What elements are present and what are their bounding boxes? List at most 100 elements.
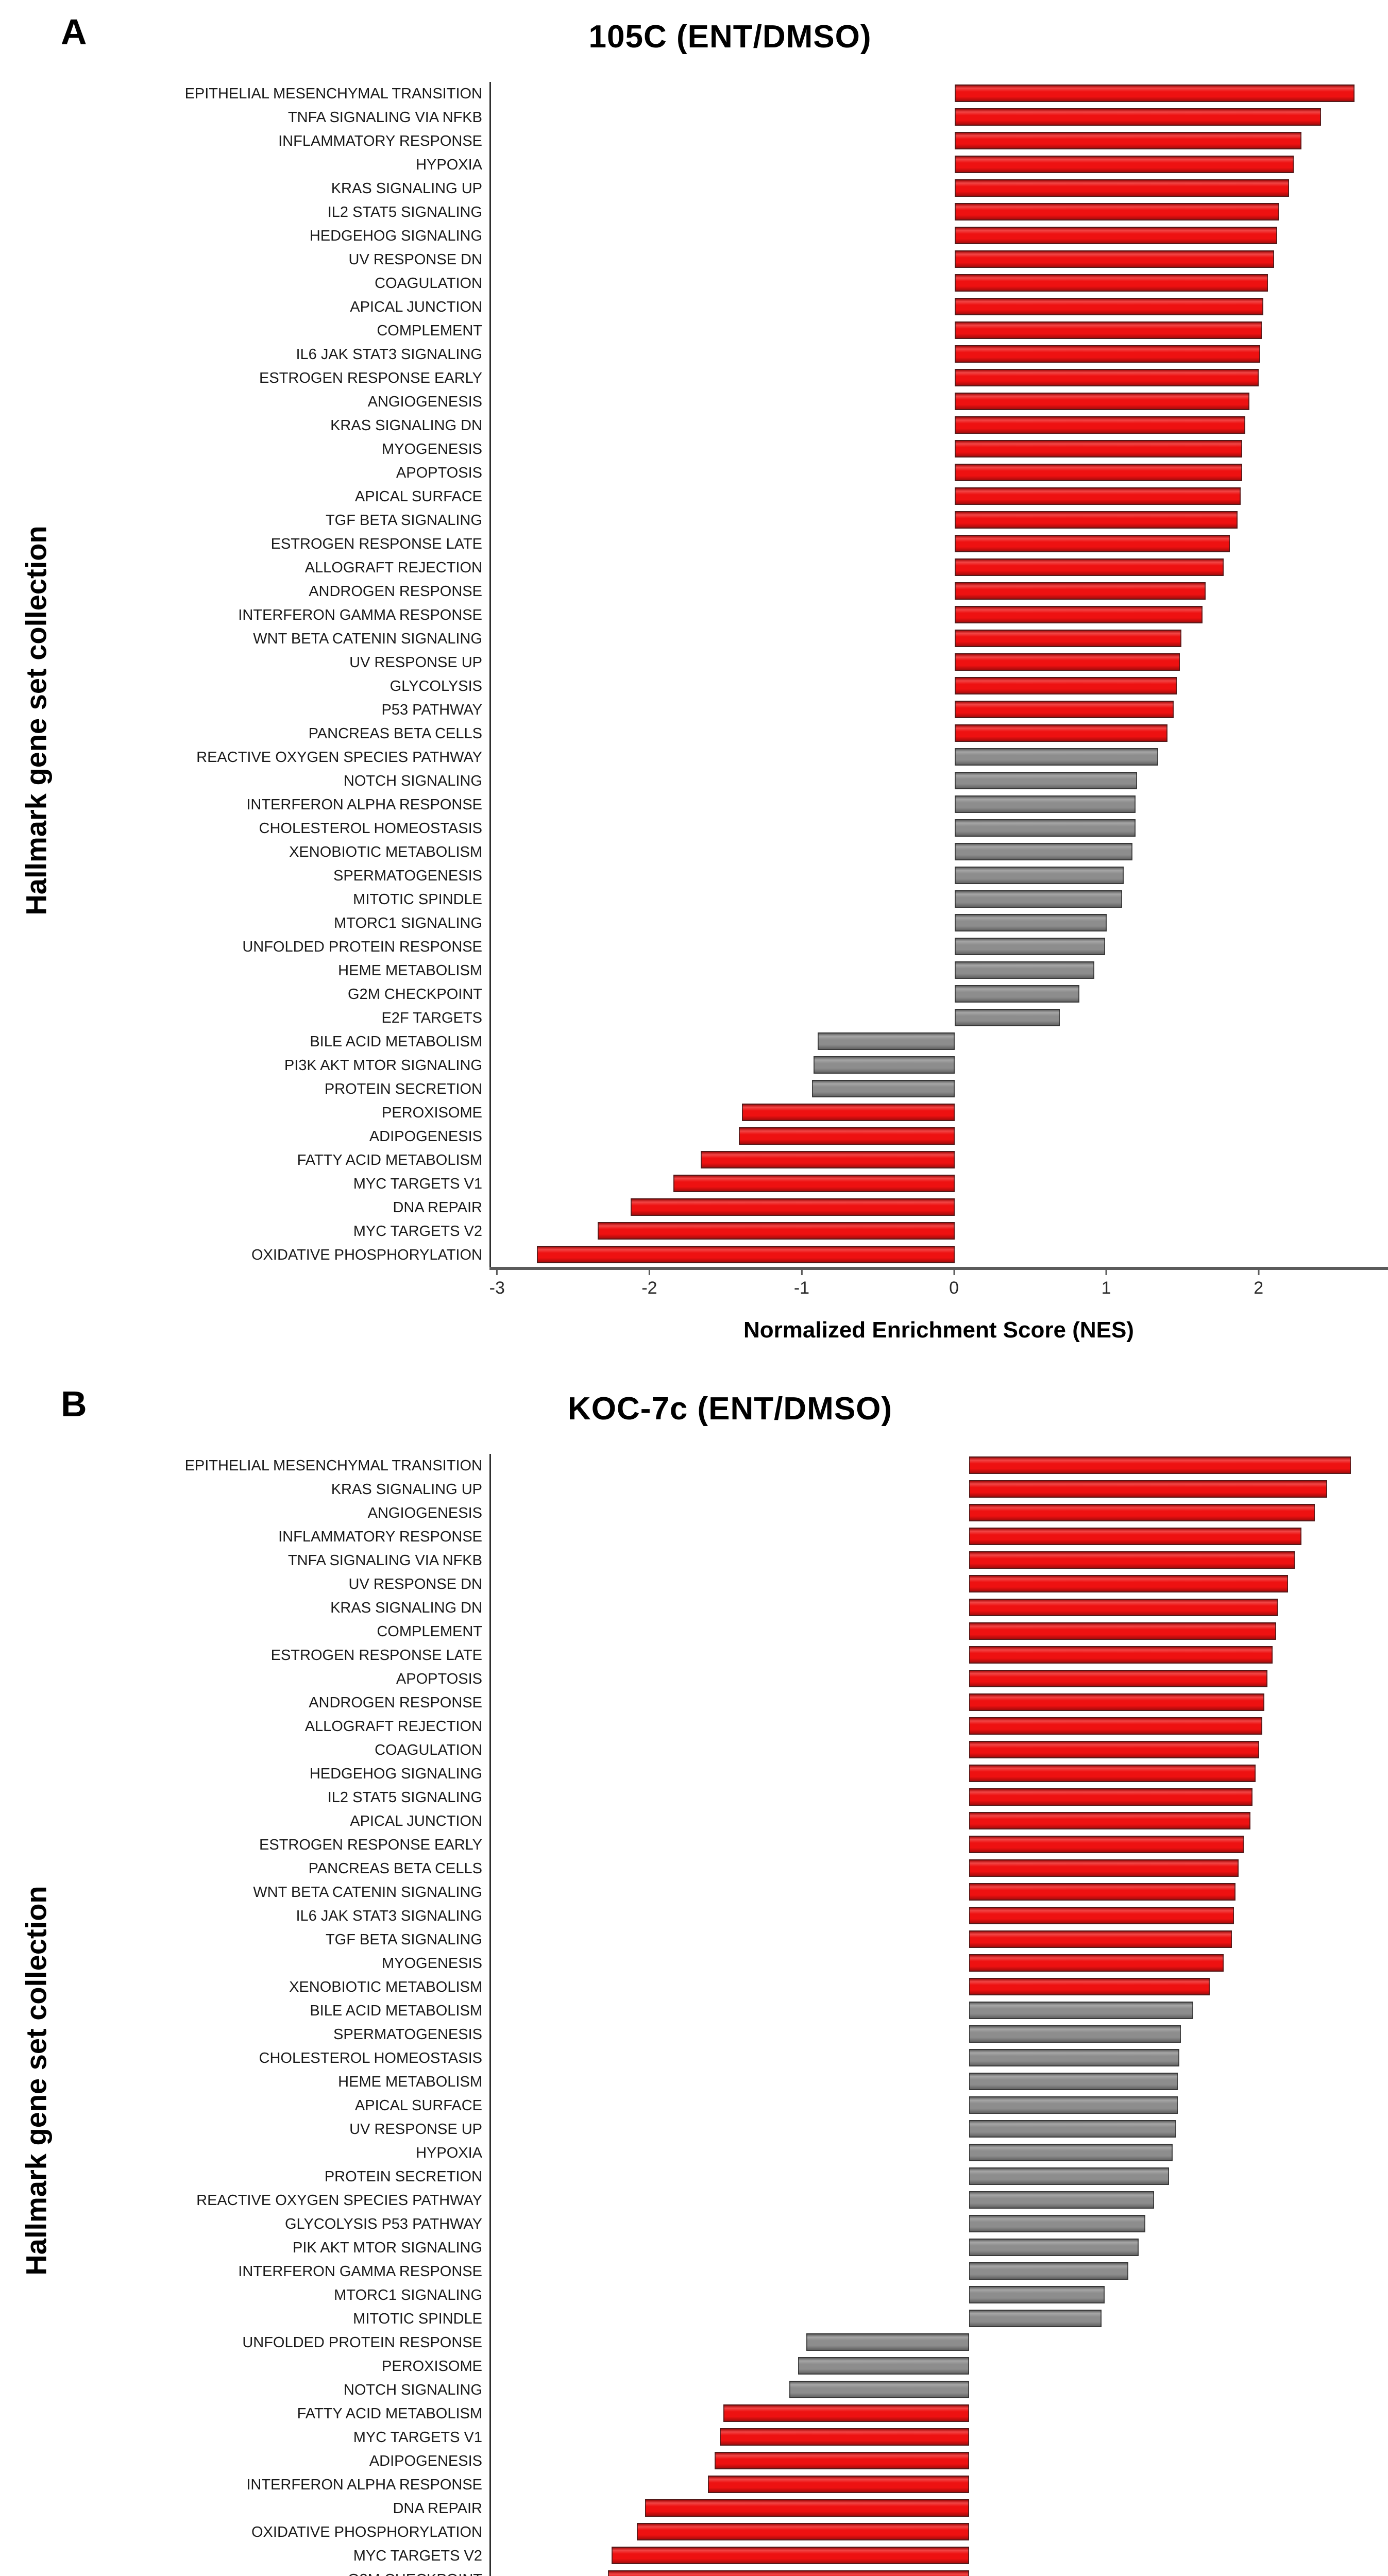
bar-label: MTORC1 SIGNALING: [334, 914, 482, 931]
x-axis-tick: -2: [641, 1270, 657, 1298]
bar-label: HEDGEHOG SIGNALING: [309, 227, 482, 244]
bar-cell: [489, 1077, 1388, 1101]
bar-label: SPERMATOGENESIS: [333, 2026, 482, 2043]
bar: [738, 1127, 955, 1145]
bar-row: ANDROGEN RESPONSE: [72, 1691, 1388, 1715]
panel-a-bar-rows: EPITHELIAL MESENCHYMAL TRANSITION TNFA SI…: [72, 82, 1388, 1267]
bar-label: PROTEIN SECRETION: [324, 2168, 482, 2185]
bar-row: ADIPOGENESIS: [72, 1125, 1388, 1148]
bar-cell: [489, 982, 1388, 1006]
bar: [955, 464, 1242, 481]
panel-b: B KOC-7c (ENT/DMSO) Hallmark gene set co…: [0, 1372, 1388, 2576]
bar-cell: [489, 1904, 1388, 1928]
bar-cell: [489, 1478, 1388, 1501]
bar-row: E2F TARGETS: [72, 1006, 1388, 1030]
bar-label: NOTCH SIGNALING: [343, 772, 482, 789]
bar-cell: [489, 1643, 1388, 1667]
bar-row: G2M CHECKPOINT: [72, 2568, 1388, 2576]
tick-label: 1: [1101, 1278, 1111, 1298]
bar-row: GLYCOLYSIS P53 PATHWAY: [72, 2212, 1388, 2236]
bar-label: PROTEIN SECRETION: [324, 1080, 482, 1097]
tick-mark: [648, 1270, 650, 1275]
tick-mark: [1105, 1270, 1107, 1275]
tick-mark: [1258, 1270, 1260, 1275]
bar-cell: [489, 437, 1388, 461]
bar-label: G2M CHECKPOINT: [347, 986, 482, 1003]
bar-label: ANGIOGENESIS: [367, 393, 482, 410]
bar-label: ANDROGEN RESPONSE: [309, 1694, 482, 1711]
bar-row: UV RESPONSE UP: [72, 651, 1388, 674]
bar-row: COAGULATION: [72, 272, 1388, 295]
bar: [969, 2096, 1178, 2114]
bar: [955, 914, 1107, 931]
bar-label: SPERMATOGENESIS: [333, 867, 482, 884]
bar-row: INTERFERON ALPHA RESPONSE: [72, 793, 1388, 817]
bar-label: UV RESPONSE UP: [349, 2121, 482, 2138]
bar-label: MYC TARGETS V2: [353, 2547, 482, 2564]
bar-row: P53 PATHWAY: [72, 698, 1388, 722]
bar-cell: [489, 1928, 1388, 1952]
bar-cell: [489, 745, 1388, 769]
bar-row: PROTEIN SECRETION: [72, 1077, 1388, 1101]
bar: [806, 2333, 970, 2351]
bar: [955, 440, 1242, 457]
bar-cell: [489, 2070, 1388, 2094]
bar-cell: [489, 461, 1388, 485]
bar-label: INTERFERON ALPHA RESPONSE: [246, 796, 482, 813]
bar: [798, 2357, 970, 2375]
bar-label: INTERFERON GAMMA RESPONSE: [238, 2263, 482, 2280]
panel-b-y-axis-label: Hallmark gene set collection: [20, 1885, 53, 2276]
bar: [813, 1056, 955, 1074]
bar-label: IL2 STAT5 SIGNALING: [327, 1789, 482, 1806]
bar-cell: [489, 888, 1388, 911]
bar: [818, 1032, 955, 1050]
bar-cell: [489, 1620, 1388, 1643]
bar-label: ADIPOGENESIS: [369, 2452, 482, 2469]
bar-label: COMPLEMENT: [377, 322, 482, 339]
bar-cell: [489, 1999, 1388, 2023]
bar-cell: [489, 2141, 1388, 2165]
bar-label: ESTROGEN RESPONSE EARLY: [259, 1836, 482, 1853]
panel-letter-b: B: [61, 1384, 87, 1424]
bar-cell: [489, 2568, 1388, 2576]
bar-row: TNFA SIGNALING VIA NFKB: [72, 1549, 1388, 1572]
bar: [955, 321, 1262, 339]
bar-label: UV RESPONSE UP: [349, 654, 482, 671]
bar-row: APICAL JUNCTION: [72, 295, 1388, 319]
bar-row: G2M CHECKPOINT: [72, 982, 1388, 1006]
bar-cell: [489, 1762, 1388, 1786]
bar-label: MYC TARGETS V2: [353, 1223, 482, 1240]
bar: [955, 250, 1274, 268]
bar-label: TGF BETA SIGNALING: [325, 1931, 482, 1948]
bar: [969, 1670, 1268, 1687]
bar-cell: [489, 2449, 1388, 2473]
bar-row: NOTCH SIGNALING: [72, 769, 1388, 793]
bar-label: TGF BETA SIGNALING: [325, 512, 482, 529]
panel-a-x-axis: -3 -2 -1 0 1 2: [489, 1267, 1388, 1313]
bar-cell: [489, 1243, 1388, 1267]
bar-row: TGF BETA SIGNALING: [72, 509, 1388, 532]
bar-label: MYOGENESIS: [382, 440, 482, 457]
bar-row: MYC TARGETS V1: [72, 2426, 1388, 2449]
bar-row: HEME METABOLISM: [72, 2070, 1388, 2094]
bar-label: UNFOLDED PROTEIN RESPONSE: [242, 2334, 482, 2351]
bar: [955, 108, 1322, 126]
bar: [969, 1812, 1251, 1829]
bar-row: ANDROGEN RESPONSE: [72, 580, 1388, 603]
bar-cell: [489, 556, 1388, 580]
x-axis-tick: 1: [1102, 1270, 1111, 1298]
bar: [955, 535, 1230, 552]
bar-cell: [489, 1525, 1388, 1549]
bar-label: COAGULATION: [375, 275, 482, 292]
panel-b-chart: Hallmark gene set collection EPITHELIAL …: [0, 1454, 1388, 2576]
bar-row: PANCREAS BETA CELLS: [72, 722, 1388, 745]
bar-label: XENOBIOTIC METABOLISM: [289, 843, 482, 860]
bar-cell: [489, 2426, 1388, 2449]
bar-cell: [489, 129, 1388, 153]
bar-row: BILE ACID METABOLISM: [72, 1030, 1388, 1054]
bar-cell: [489, 959, 1388, 982]
bar-cell: [489, 2283, 1388, 2307]
bar-row: INFLAMMATORY RESPONSE: [72, 129, 1388, 153]
bar-row: MITOTIC SPINDLE: [72, 888, 1388, 911]
bar-label: OXIDATIVE PHOSPHORYLATION: [251, 1246, 482, 1263]
